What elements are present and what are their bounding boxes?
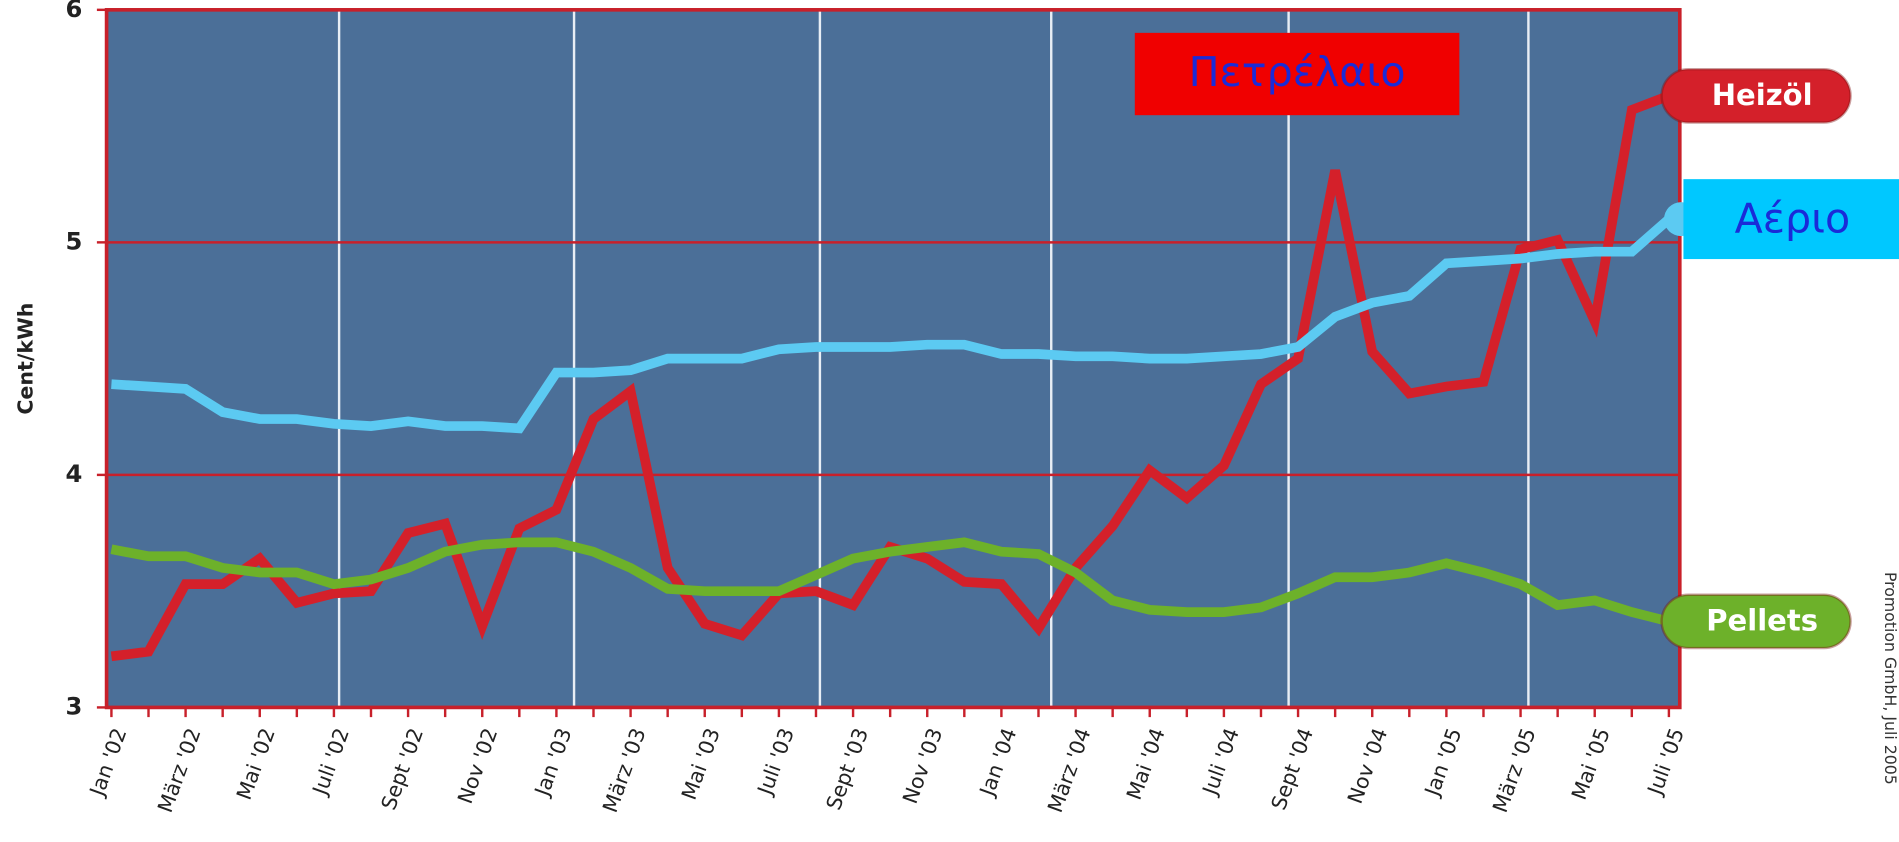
x-tick-label: Jan '03 [529,725,576,801]
x-tick-label: März '03 [598,725,651,816]
chart: Cent/kWh Promotion GmbH, Juli 2005 Πετρέ… [0,0,1899,842]
x-tick-label: Nov '03 [898,725,947,807]
source-note: Promotion GmbH, Juli 2005 [1881,572,1899,785]
x-tick-label: Sept '02 [376,725,428,813]
x-tick-label: Nov '04 [1343,725,1392,807]
x-tick-label: Nov '02 [453,725,502,807]
x-tick-label: Jan '02 [84,725,131,801]
x-tick-label: Juli '03 [752,725,799,800]
x-tick-label: Jan '05 [1419,725,1466,801]
x-tick-label: März '02 [153,725,206,816]
series-label: Pellets [1706,604,1818,638]
y-axis-label: Cent/kWh [14,303,38,415]
y-tick-label: 6 [65,0,82,23]
y-tick-label: 5 [65,227,82,255]
x-tick-label: Mai '05 [1567,725,1615,803]
series-label: Heizöl [1712,78,1813,112]
x-tick-label: Juli '05 [1642,725,1689,800]
y-tick-label: 3 [65,692,82,720]
x-tick-label: Juli '02 [307,725,354,800]
annotation: Πετρέλαιο [1189,48,1406,96]
x-tick-label: Jan '04 [974,725,1021,801]
x-tick-label: März '05 [1488,725,1541,816]
x-tick-label: Mai '04 [1122,725,1170,803]
x-tick-label: Mai '02 [232,725,280,803]
series-label: Αέριο [1735,195,1851,243]
y-tick-label: 4 [65,460,82,488]
x-tick-label: Mai '03 [677,725,725,803]
x-tick-label: Sept '03 [821,725,873,813]
x-tick-label: Juli '04 [1197,725,1244,800]
x-tick-label: Sept '04 [1266,725,1318,813]
x-tick-label: März '04 [1043,725,1096,816]
